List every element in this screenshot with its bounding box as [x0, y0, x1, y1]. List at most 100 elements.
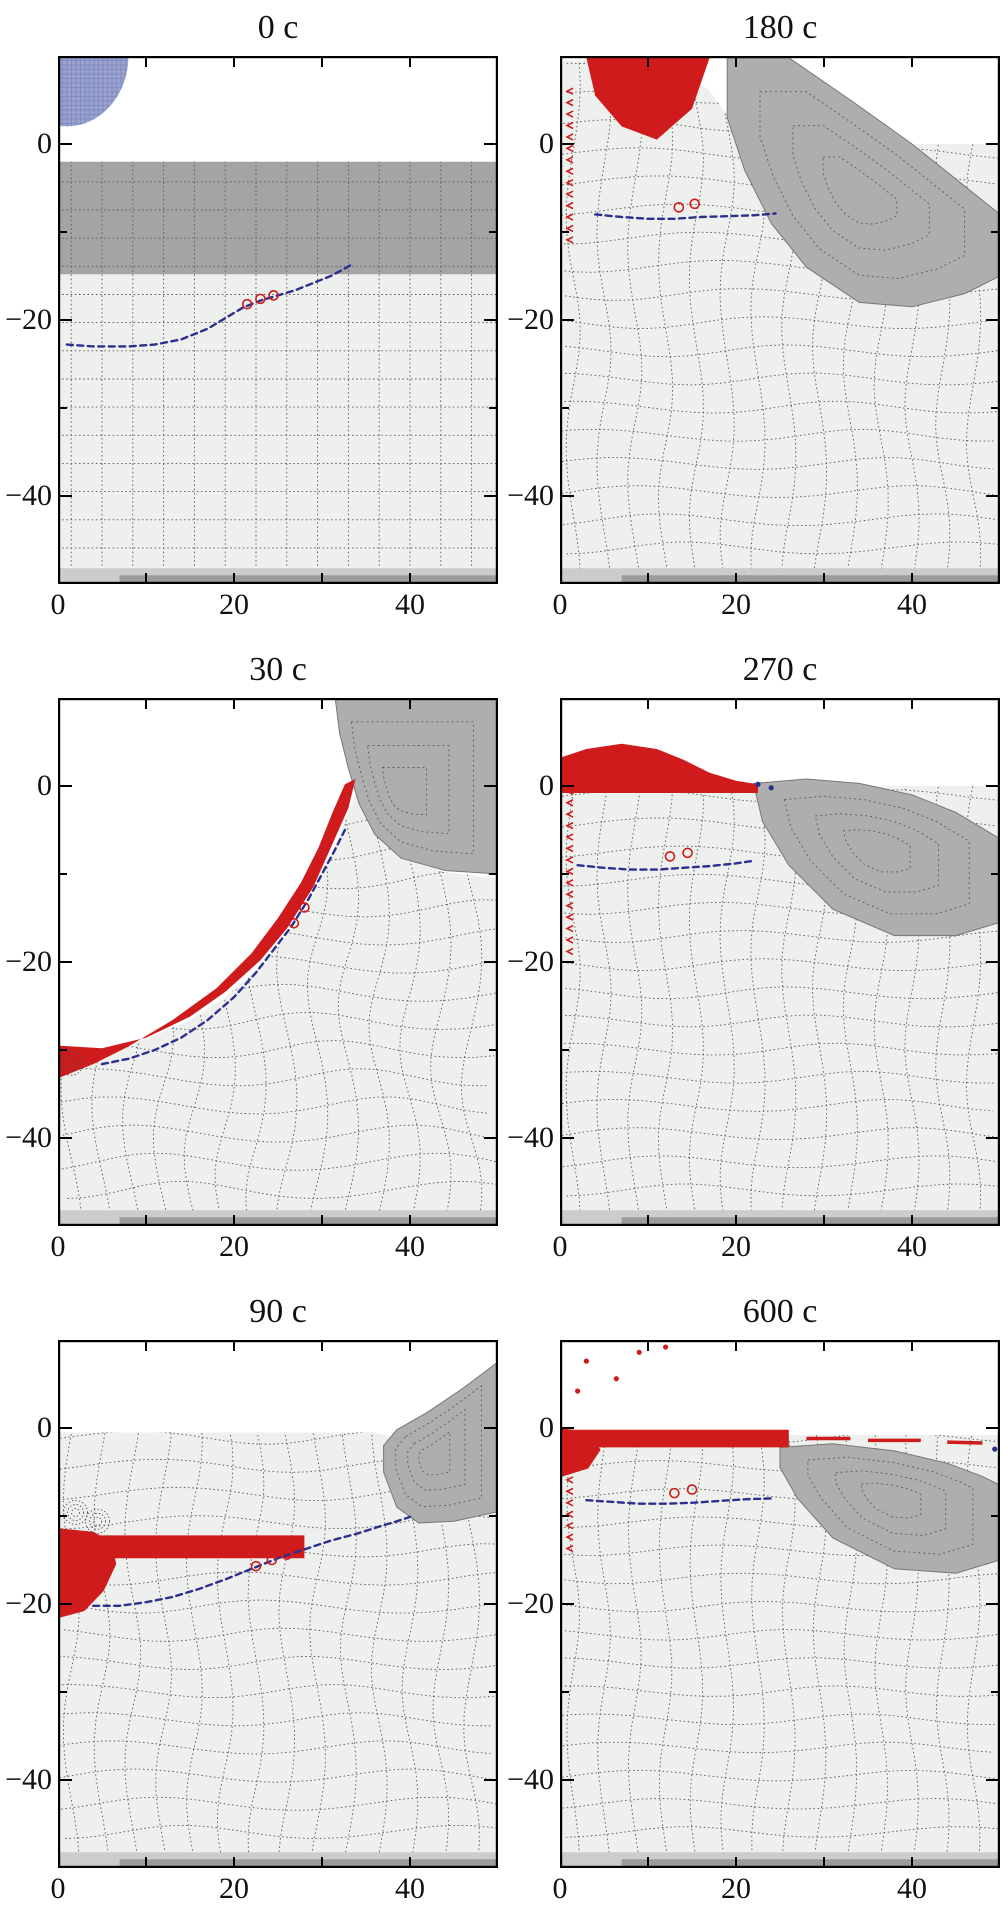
plot-canvas — [560, 56, 1000, 584]
red-circle-marker — [686, 1484, 698, 1495]
y-tick-label-20: −20 — [507, 945, 554, 978]
plot-border — [58, 56, 498, 584]
red-circle-marker — [250, 1560, 262, 1572]
contour-swirl — [63, 1500, 89, 1525]
x-tick-label-0: 0 — [552, 1872, 568, 1905]
y-tick-label-20: −20 — [507, 1587, 554, 1620]
y-tick-label-40: −40 — [5, 1121, 52, 1154]
plot-border — [58, 1340, 498, 1868]
panel-270-c: 270 c 0 −20 −40 0 20 40 — [502, 642, 1004, 1284]
gray-region — [726, 57, 1000, 308]
blue-dashed-marker-line — [65, 264, 352, 348]
y-tick-label-0: 0 — [37, 127, 52, 160]
panel-title: 270 c — [742, 651, 818, 688]
axis-ticks — [59, 699, 497, 1225]
red-particle — [575, 1388, 581, 1394]
panel-30-c: 30 c 0 −20 −40 0 20 40 — [0, 642, 502, 1284]
panel-180-c: 180 c 0 −20 −40 0 20 40 — [502, 0, 1004, 642]
y-tick-label-0: 0 — [37, 769, 52, 802]
y-tick-label-40: −40 — [507, 1763, 554, 1796]
panel-title: 90 c — [249, 1293, 307, 1330]
red-strain-region — [560, 743, 758, 793]
x-tick-label-40: 40 — [395, 1230, 425, 1263]
gray-region — [779, 1443, 1000, 1574]
plot-border — [58, 698, 498, 1226]
red-dash-segment — [947, 1440, 983, 1445]
red-strain-region — [560, 1428, 601, 1478]
plot-canvas — [560, 698, 1000, 1226]
red-circle-marker — [673, 202, 685, 213]
x-tick-label-0: 0 — [50, 1872, 66, 1905]
red-strain-region — [58, 779, 356, 1079]
gray-region-contour — [792, 125, 930, 251]
gray-region-contour — [822, 156, 898, 225]
gray-region — [334, 698, 498, 875]
blue-particle — [992, 1446, 998, 1452]
y-tick-label-0: 0 — [539, 769, 554, 802]
gray-region-contour — [381, 767, 427, 816]
gray-region-contour — [407, 1408, 466, 1491]
blue-dashed-marker-line — [585, 1497, 773, 1505]
red-arrow-column — [565, 1441, 574, 1553]
red-arrow-column — [565, 87, 574, 244]
gray-region-contour — [418, 1430, 451, 1476]
plot-border — [560, 1340, 1000, 1868]
panel-title: 600 c — [742, 1293, 818, 1330]
x-tick-label-40: 40 — [897, 1872, 927, 1905]
gray-region-contour — [783, 795, 970, 915]
axis-ticks — [59, 57, 497, 583]
contour-swirl — [89, 1512, 106, 1530]
red-strain-region — [58, 1528, 117, 1619]
x-tick-label-40: 40 — [395, 1872, 425, 1905]
x-tick-label-0: 0 — [50, 1230, 66, 1263]
red-strain-region — [93, 1535, 305, 1559]
plot-border — [560, 698, 1000, 1226]
x-tick-label-20: 20 — [219, 588, 249, 621]
y-tick-label-0: 0 — [539, 1411, 554, 1444]
axis-ticks — [561, 699, 999, 1225]
plot-canvas — [58, 56, 498, 584]
blue-dashed-marker-line — [92, 1515, 412, 1607]
contour-swirl — [67, 1504, 85, 1521]
x-tick-label-40: 40 — [395, 588, 425, 621]
panel-title: 30 c — [249, 651, 307, 688]
dark-layer-band — [58, 161, 498, 275]
red-strain-region — [560, 1429, 789, 1448]
plot-canvas — [560, 1340, 1000, 1868]
blue-particle — [755, 781, 761, 787]
red-circle-marker — [689, 198, 700, 210]
red-circle-marker — [288, 917, 300, 929]
y-tick-label-40: −40 — [507, 479, 554, 512]
contour-swirl — [58, 1050, 84, 1076]
red-circle-marker — [268, 290, 279, 301]
red-circle-marker — [255, 293, 266, 305]
contour-swirl — [62, 1054, 80, 1072]
plot-canvas — [58, 698, 498, 1226]
x-tick-label-20: 20 — [219, 1872, 249, 1905]
gray-region-contour — [835, 1470, 947, 1536]
gray-region-contour — [367, 745, 450, 835]
grid-region — [58, 161, 498, 584]
deformed-grid-lines — [58, 1432, 498, 1868]
gray-region-contour — [842, 829, 911, 873]
y-tick-label-40: −40 — [5, 1763, 52, 1796]
y-tick-label-0: 0 — [37, 1411, 52, 1444]
axis-ticks — [561, 1341, 999, 1867]
y-tick-label-20: −20 — [5, 1587, 52, 1620]
red-particle — [583, 1358, 589, 1364]
red-circle-marker — [682, 847, 693, 859]
x-tick-label-40: 40 — [897, 1230, 927, 1263]
blue-dashed-marker-line — [100, 828, 347, 1066]
y-tick-label-20: −20 — [507, 303, 554, 336]
gray-region-contour — [814, 813, 939, 893]
panel-90-c: 90 c 0 −20 −40 0 20 40 — [0, 1284, 502, 1926]
x-tick-label-20: 20 — [219, 1230, 249, 1263]
plot-border — [560, 56, 1000, 584]
x-tick-label-20: 20 — [721, 1872, 751, 1905]
panel-title: 0 c — [257, 9, 299, 46]
x-tick-label-0: 0 — [552, 1230, 568, 1263]
contour-swirl — [93, 1516, 102, 1526]
panel-0-c: 0 c 0 −20 −40 0 20 40 — [0, 0, 502, 642]
y-tick-label-0: 0 — [539, 127, 554, 160]
